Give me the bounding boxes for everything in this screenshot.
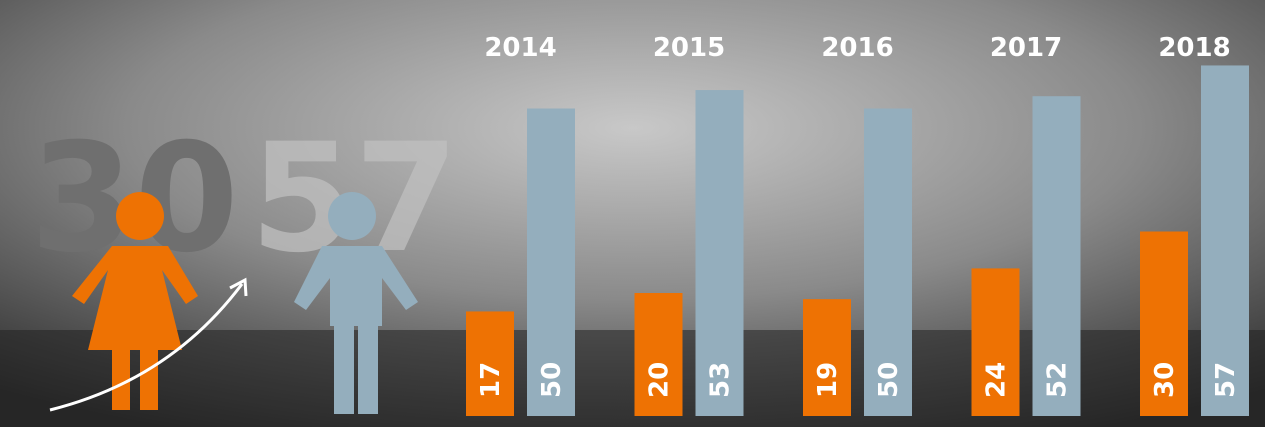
value-label: 17 <box>476 362 506 398</box>
value-label: 24 <box>982 362 1012 398</box>
year-label: 2018 <box>1158 33 1230 63</box>
year-label: 2015 <box>653 33 725 63</box>
infographic: 30 57 2014 17 50 2015 20 53 2016 19 50 2017 24 52 20… <box>0 0 1265 427</box>
value-label: 50 <box>874 362 904 398</box>
value-label: 19 <box>813 362 843 398</box>
value-label: 57 <box>1211 362 1241 398</box>
value-label: 30 <box>1150 362 1180 398</box>
value-label: 20 <box>645 362 675 398</box>
value-label: 52 <box>1043 362 1073 398</box>
year-label: 2014 <box>484 33 556 63</box>
value-label: 53 <box>706 362 736 398</box>
year-label: 2016 <box>821 33 893 63</box>
year-label: 2017 <box>990 33 1062 63</box>
value-label: 50 <box>537 362 567 398</box>
